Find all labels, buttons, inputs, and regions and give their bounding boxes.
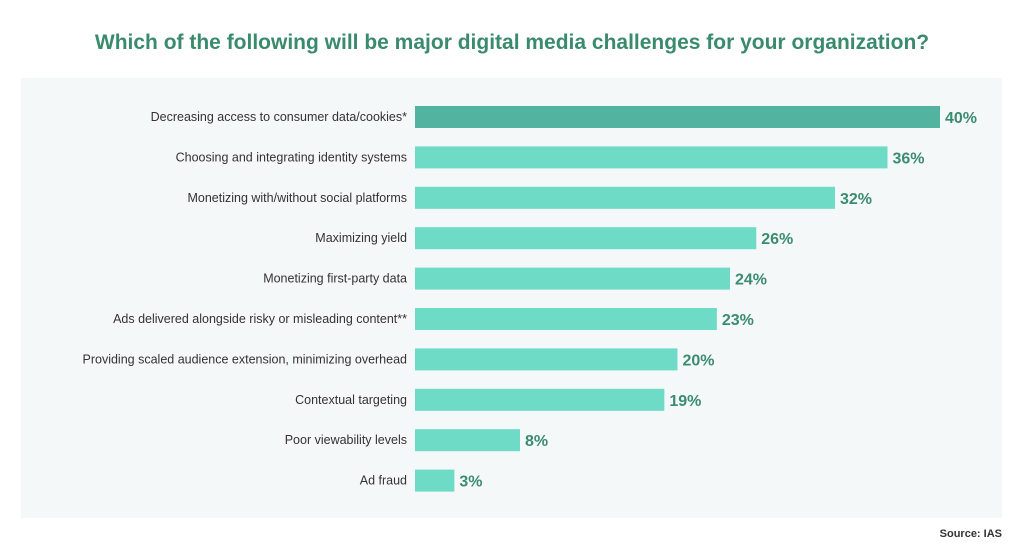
bar [415,146,888,169]
source-note: Source: IAS [939,528,1002,540]
value-label: 20% [683,352,715,369]
category-label: Ad fraud [360,474,407,488]
category-label: Choosing and integrating identity system… [176,150,407,164]
category-label: Decreasing access to consumer data/cooki… [151,110,408,124]
chart-panel: Decreasing access to consumer data/cooki… [21,78,1002,518]
value-label: 32% [840,191,872,208]
value-label: 19% [669,393,701,410]
category-label: Monetizing first-party data [263,272,407,286]
chart-title: Which of the following will be major dig… [94,31,930,54]
bar [415,227,757,250]
category-label: Contextual targeting [295,393,407,407]
bar [415,469,455,492]
category-label: Ads delivered alongside risky or mislead… [113,312,407,326]
category-label: Providing scaled audience extension, min… [83,352,408,366]
value-label: 24% [735,272,767,289]
value-label: 26% [761,231,793,248]
bar [415,308,717,330]
value-label: 3% [459,474,482,491]
bar [415,429,520,452]
category-label: Monetizing with/without social platforms [187,191,407,205]
category-label: Maximizing yield [315,231,407,245]
category-label: Poor viewability levels [285,433,407,447]
bar [415,106,940,128]
value-label: 36% [893,150,925,167]
value-label: 8% [525,433,548,450]
bar [415,186,835,209]
bar [415,267,730,290]
value-label: 23% [722,312,754,329]
bar [415,348,678,371]
bar-chart: Decreasing access to consumer data/cooki… [83,106,977,492]
bar [415,388,665,411]
value-label: 40% [945,110,977,127]
